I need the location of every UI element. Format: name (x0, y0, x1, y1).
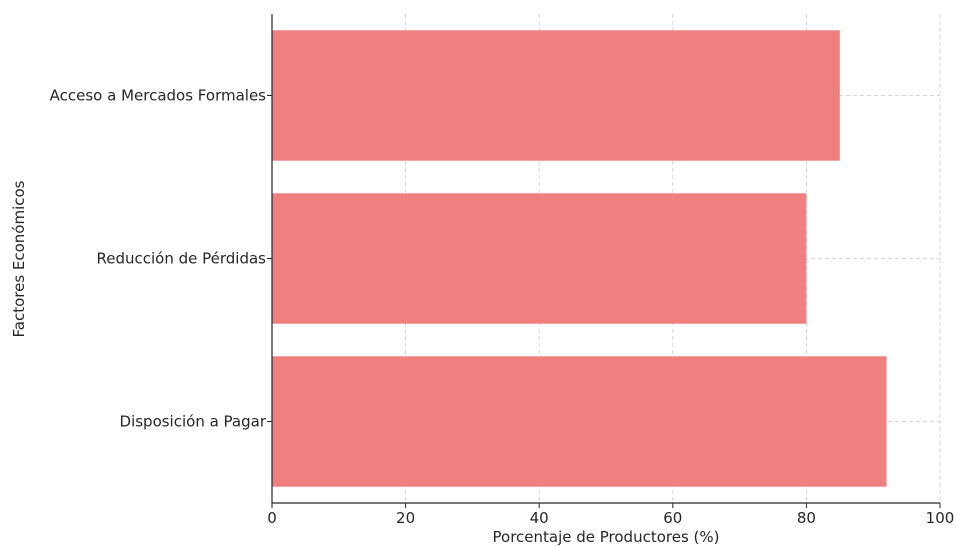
x-axis-title: Porcentaje de Productores (%) (493, 528, 720, 546)
x-tick-label: 80 (797, 509, 816, 527)
x-tick-label: 20 (396, 509, 415, 527)
x-tick-label: 0 (267, 509, 277, 527)
x-tick-label: 40 (530, 509, 549, 527)
y-axis-title: Factores Económicos (10, 180, 28, 337)
y-tick-label: Disposición a Pagar (120, 413, 267, 431)
ticks: 0 20 40 60 80 100 Acceso a Mercados Formales Re… (50, 87, 955, 528)
y-tick-label: Reducción de Pérdidas (97, 250, 267, 268)
bar (272, 193, 807, 324)
x-tick-label: 100 (926, 509, 955, 527)
bars (272, 30, 887, 487)
bar (272, 356, 887, 487)
bar (272, 30, 840, 161)
x-tick-label: 60 (663, 509, 682, 527)
y-tick-label: Acceso a Mercados Formales (50, 87, 267, 105)
